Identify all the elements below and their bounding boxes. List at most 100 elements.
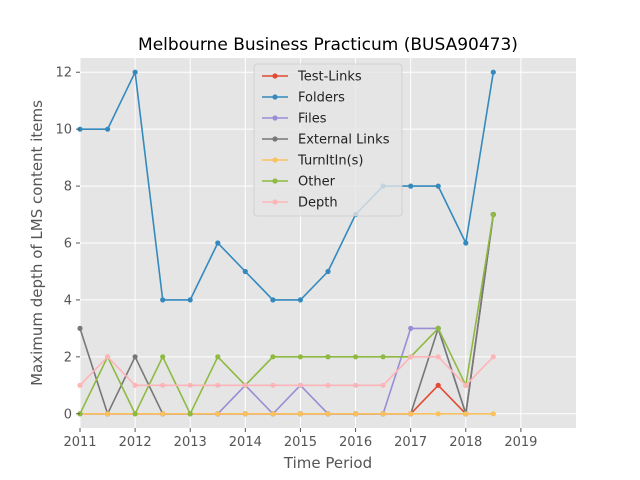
y-axis-label: Maximum depth of LMS content items xyxy=(28,100,46,386)
data-point-depth xyxy=(408,354,414,360)
data-point-depth xyxy=(242,382,248,388)
legend-label: Files xyxy=(298,112,327,127)
data-point-folders xyxy=(242,268,248,275)
legend-label: External Links xyxy=(298,133,390,148)
data-point-turnitin-s xyxy=(160,411,166,417)
data-point-depth xyxy=(297,382,303,388)
y-axis-ticks: 0 2 4 6 8 10 12 xyxy=(55,66,80,422)
y-tick-label: 4 xyxy=(64,293,72,308)
data-point-folders xyxy=(297,297,303,303)
x-tick-label: 2012 xyxy=(119,435,152,450)
data-point-depth xyxy=(132,382,138,388)
data-point-other xyxy=(435,325,441,331)
y-tick-label: 6 xyxy=(64,237,72,252)
legend-item-turnitin-s: TurnItIn(s) xyxy=(262,154,363,169)
data-point-test-links xyxy=(435,382,441,388)
data-point-depth xyxy=(380,382,386,388)
data-point-other xyxy=(490,211,496,218)
legend-marker xyxy=(272,73,278,79)
data-point-folders xyxy=(408,183,414,189)
x-axis-label: Time Period xyxy=(283,454,372,472)
chart-title: Melbourne Business Practicum (BUSA90473) xyxy=(138,35,518,55)
data-point-depth xyxy=(490,354,496,360)
data-point-turnitin-s xyxy=(270,411,276,417)
data-point-depth xyxy=(325,382,331,388)
data-point-turnitin-s xyxy=(435,411,441,417)
data-point-folders xyxy=(325,268,331,275)
data-point-turnitin-s xyxy=(242,411,248,417)
y-tick-label: 12 xyxy=(55,66,72,81)
data-point-other xyxy=(160,354,166,360)
data-point-depth xyxy=(215,382,221,388)
legend-marker xyxy=(272,199,278,205)
series-depth xyxy=(77,354,496,388)
x-tick-label: 2018 xyxy=(449,435,482,450)
legend-marker xyxy=(272,178,278,184)
y-tick-label: 0 xyxy=(64,407,72,422)
legend-marker xyxy=(272,136,278,142)
legend-label: Other xyxy=(298,175,336,190)
data-point-folders xyxy=(490,69,496,75)
data-point-turnitin-s xyxy=(408,411,414,417)
data-point-depth xyxy=(187,382,193,388)
legend-label: TurnItIn(s) xyxy=(297,154,363,169)
y-tick-label: 8 xyxy=(64,180,72,195)
x-tick-label: 2019 xyxy=(504,435,537,450)
legend-frame xyxy=(253,63,403,217)
x-tick-label: 2013 xyxy=(174,435,207,450)
data-point-other xyxy=(380,354,386,360)
data-point-other xyxy=(353,354,359,360)
data-point-turnitin-s xyxy=(297,411,303,417)
data-point-depth xyxy=(435,354,441,360)
data-point-folders xyxy=(270,297,276,303)
data-point-other xyxy=(187,411,193,417)
y-tick-label: 10 xyxy=(55,123,72,138)
legend-label: Depth xyxy=(298,196,338,211)
data-point-turnitin-s xyxy=(353,411,359,417)
data-point-folders xyxy=(215,240,221,246)
legend-item-depth: Depth xyxy=(262,196,338,211)
legend-item-external-links: External Links xyxy=(262,133,390,148)
data-point-other xyxy=(325,354,331,360)
legend: Test-Links Folders Files External Links Turn… xyxy=(253,63,403,217)
data-point-depth xyxy=(77,382,83,388)
data-point-turnitin-s xyxy=(490,411,496,417)
x-tick-label: 2011 xyxy=(63,435,96,450)
data-point-folders xyxy=(132,69,138,75)
data-point-depth xyxy=(463,382,469,388)
x-tick-label: 2014 xyxy=(229,435,262,450)
data-point-depth xyxy=(160,382,166,388)
legend-item-files: Files xyxy=(262,112,327,127)
data-point-turnitin-s xyxy=(325,411,331,417)
data-point-turnitin-s xyxy=(215,411,221,417)
data-point-external-links xyxy=(132,354,138,360)
x-tick-label: 2015 xyxy=(284,435,317,450)
data-point-depth xyxy=(270,382,276,388)
legend-label: Test-Links xyxy=(297,70,362,85)
x-tick-label: 2017 xyxy=(394,435,427,450)
series-line-folders xyxy=(80,71,495,301)
y-tick-label: 2 xyxy=(64,350,72,365)
series-line-depth xyxy=(79,355,494,387)
legend-marker xyxy=(272,94,278,100)
data-point-folders xyxy=(463,240,469,246)
legend-item-test-links: Test-Links xyxy=(262,70,362,85)
legend-marker xyxy=(272,157,278,163)
data-point-depth xyxy=(353,382,359,388)
x-tick-label: 2016 xyxy=(339,435,372,450)
data-point-turnitin-s xyxy=(105,411,111,417)
data-point-depth xyxy=(105,354,111,360)
data-point-folders xyxy=(187,297,193,303)
legend-marker xyxy=(272,115,278,121)
data-point-other xyxy=(270,354,276,360)
data-point-external-links xyxy=(77,325,83,331)
series-layer xyxy=(77,69,496,417)
data-point-folders xyxy=(435,183,441,189)
legend-item-folders: Folders xyxy=(262,91,345,106)
data-point-turnitin-s xyxy=(463,411,469,417)
data-point-other xyxy=(297,354,303,360)
data-point-folders xyxy=(105,126,111,132)
legend-label: Folders xyxy=(298,91,345,106)
data-point-other xyxy=(132,411,138,417)
